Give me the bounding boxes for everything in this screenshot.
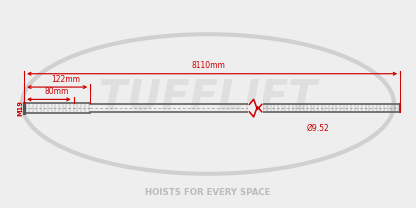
Text: HOISTS FOR EVERY SPACE: HOISTS FOR EVERY SPACE (145, 188, 271, 197)
Text: Ø9.52: Ø9.52 (307, 124, 330, 132)
Text: 8110mm: 8110mm (191, 61, 225, 71)
Text: 80mm: 80mm (45, 87, 69, 96)
Text: M19: M19 (18, 100, 24, 116)
Text: TUFFLIFT: TUFFLIFT (99, 77, 317, 119)
Bar (248, 102, 262, 114)
Text: 122mm: 122mm (51, 75, 80, 84)
